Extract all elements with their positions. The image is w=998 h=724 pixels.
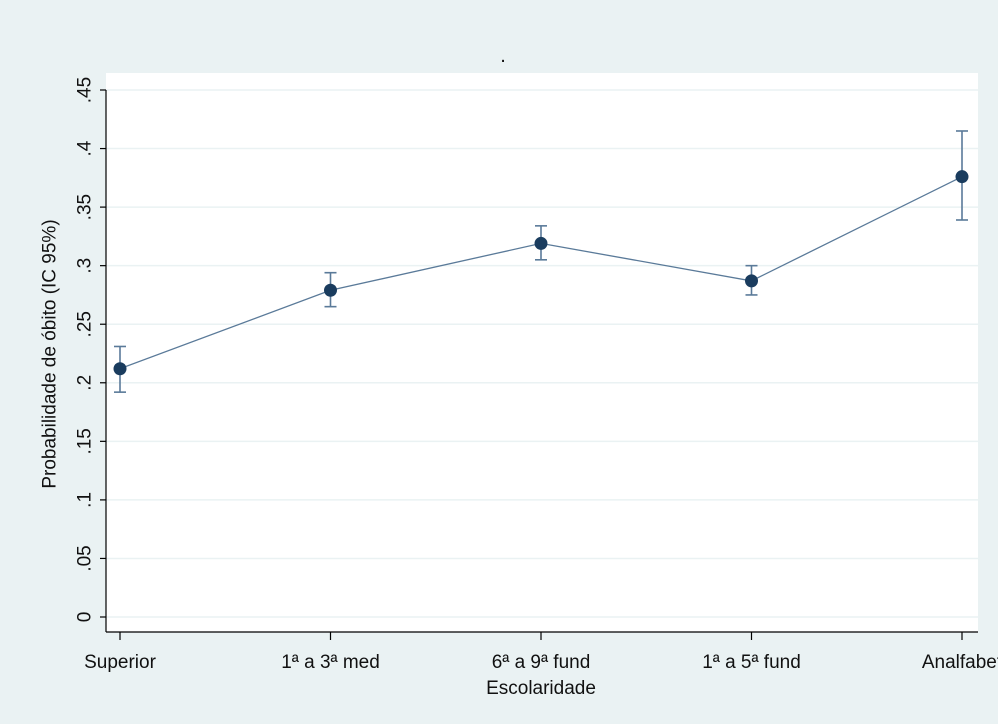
x-tick-label: 6ª a 9ª fund (492, 652, 591, 673)
plot-area (106, 73, 978, 632)
x-axis-ticks: Superior 1ª a 3ª med 6ª a 9ª fund 1ª a 5ª f… (84, 632, 998, 673)
y-tick-label: .05 (75, 545, 96, 571)
y-tick-label: .2 (75, 375, 96, 391)
x-tick-label: 1ª a 3ª med (281, 652, 380, 673)
y-tick-label: .35 (75, 194, 96, 220)
data-point (745, 274, 758, 288)
chart-title: . (500, 45, 506, 67)
y-tick-label: .15 (75, 428, 96, 454)
y-tick-label: .4 (75, 140, 96, 156)
y-tick-label: .3 (75, 258, 96, 274)
y-tick-label: .45 (75, 77, 96, 103)
gridlines (106, 89, 978, 618)
y-axis-label: Probabilidade de óbito (IC 95%) (40, 219, 61, 488)
data-point (113, 362, 127, 376)
y-tick-label: .1 (75, 492, 96, 508)
data-point (324, 283, 337, 297)
y-axis-ticks: 0 .05 .1 .15 .2 .25 .3 .35 .4 .45 (75, 77, 106, 623)
x-tick-label: Superior (84, 652, 156, 673)
y-tick-label: .25 (75, 311, 96, 337)
y-tick-label: 0 (75, 612, 96, 623)
x-tick-label: 1ª a 5ª fund (702, 652, 801, 673)
x-axis-label: Escolaridade (486, 678, 596, 699)
data-point (534, 236, 548, 250)
x-tick-label: Analfabet (922, 652, 998, 673)
data-markers (113, 170, 969, 376)
data-point (955, 170, 969, 184)
